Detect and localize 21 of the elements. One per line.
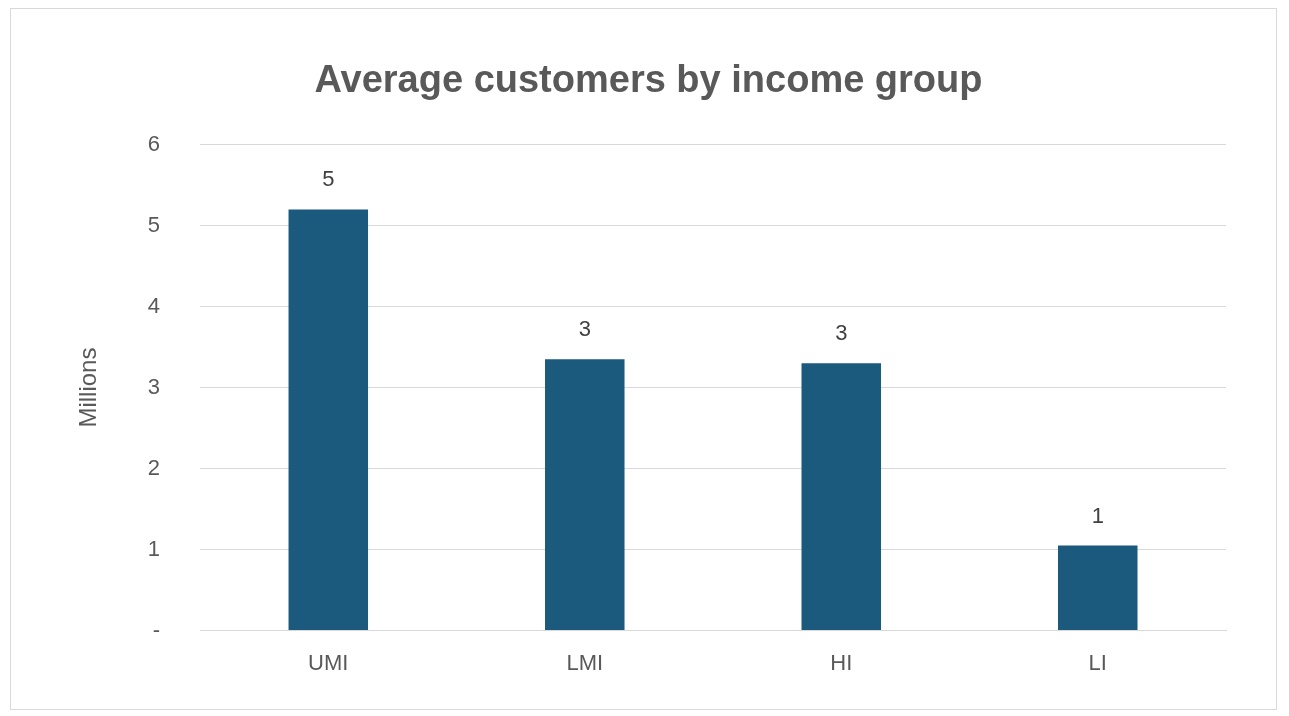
y-axis-title: Millions: [74, 347, 102, 428]
y-tick-label: 3: [147, 373, 161, 399]
data-label: 5: [322, 166, 335, 192]
chart-title: Average customers by income group: [314, 58, 983, 101]
data-label: 1: [1091, 502, 1104, 528]
y-tick-label: 6: [147, 130, 161, 156]
x-tick-label: LI: [1088, 649, 1107, 675]
y-tick-label: 4: [147, 292, 161, 318]
y-tick-label: -: [152, 616, 161, 642]
data-label: 3: [835, 320, 848, 346]
x-tick-label: LMI: [566, 649, 604, 675]
y-tick-label: 1: [147, 535, 161, 561]
x-tick-label: UMI: [308, 649, 349, 675]
y-tick-label: 5: [147, 211, 161, 237]
y-tick-label: 2: [147, 454, 161, 480]
bar: [288, 209, 369, 631]
x-tick-label: HI: [830, 649, 853, 675]
bar: [801, 363, 882, 631]
data-label: 3: [578, 316, 591, 342]
bar: [545, 359, 625, 631]
bar: [1058, 545, 1138, 631]
